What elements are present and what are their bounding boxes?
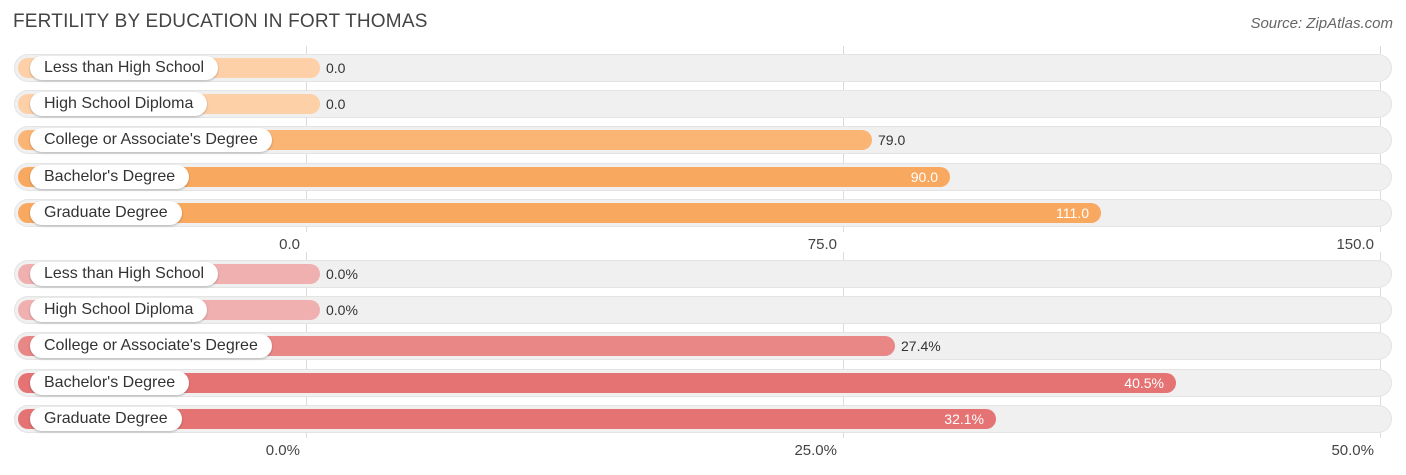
category-label: College or Associate's Degree (30, 128, 272, 152)
category-label: Bachelor's Degree (30, 165, 190, 189)
value-label: 32.1% (944, 411, 984, 427)
category-label: Graduate Degree (30, 201, 182, 225)
category-label: Less than High School (30, 262, 219, 286)
bar (18, 167, 950, 187)
category-label: College or Associate's Degree (30, 334, 272, 358)
bar (18, 203, 1101, 223)
value-label: 40.5% (1124, 375, 1164, 391)
axis-tick-label: 25.0% (794, 442, 837, 459)
category-label: Bachelor's Degree (30, 371, 190, 395)
axis-tick-label: 75.0 (807, 236, 837, 253)
bar (18, 373, 1176, 393)
value-label: 90.0 (910, 169, 938, 185)
value-label: 0.0 (326, 96, 346, 112)
value-label: 0.0% (326, 302, 358, 318)
axis-tick-label: 50.0% (1331, 442, 1374, 459)
axis-tick-label: 0.0 (279, 236, 300, 253)
category-label: Graduate Degree (30, 407, 182, 431)
category-label: High School Diploma (30, 92, 208, 116)
value-label: 79.0 (878, 132, 906, 148)
value-label: 0.0 (326, 60, 346, 76)
value-label: 27.4% (901, 338, 941, 354)
category-label: Less than High School (30, 56, 219, 80)
category-label: High School Diploma (30, 298, 208, 322)
chart-title: FERTILITY BY EDUCATION IN FORT THOMAS (13, 11, 428, 32)
axis-tick-label: 150.0 (1336, 236, 1374, 253)
source-note: Source: ZipAtlas.com (1250, 15, 1393, 32)
bar (18, 409, 996, 429)
axis-tick-label: 0.0% (265, 442, 300, 459)
value-label: 0.0% (326, 266, 358, 282)
value-label: 111.0 (1056, 205, 1089, 221)
